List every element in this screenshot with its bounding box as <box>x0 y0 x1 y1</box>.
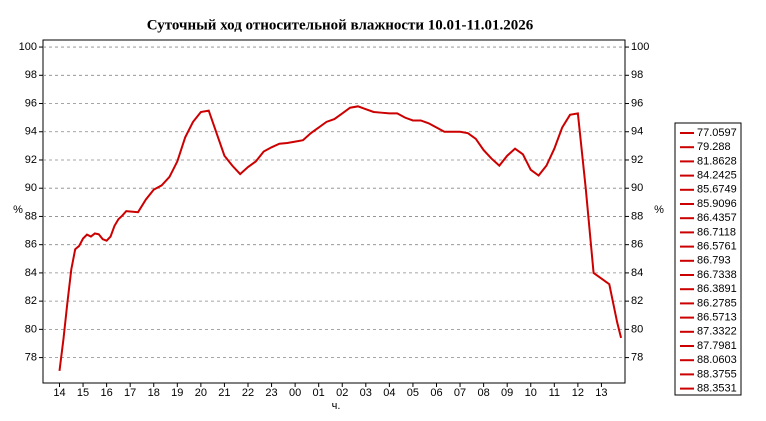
y-tick-label: 92 <box>25 154 37 166</box>
x-tick-label: 09 <box>501 387 513 399</box>
legend-label: 87.7981 <box>697 340 737 352</box>
legend-label: 86.7338 <box>697 269 737 281</box>
y-tick-label: 94 <box>25 126 37 138</box>
y2-tick-label: 88 <box>631 210 643 222</box>
legend-label: 86.2785 <box>697 297 737 309</box>
legend-label: 81.8628 <box>697 155 737 167</box>
x-tick-label: 16 <box>100 387 112 399</box>
legend-label: 86.3891 <box>697 283 737 295</box>
x-tick-label: 17 <box>124 387 136 399</box>
x-tick-label: 06 <box>430 387 442 399</box>
y2-tick-label: 82 <box>631 295 643 307</box>
y2-tick-label: 100 <box>631 41 649 53</box>
y-tick-label: 80 <box>25 323 37 335</box>
x-tick-label: 07 <box>454 387 466 399</box>
y2-tick-label: 94 <box>631 126 643 138</box>
y2-tick-label: 90 <box>631 182 643 194</box>
x-tick-label: 18 <box>148 387 160 399</box>
x-tick-label: 11 <box>549 387 560 399</box>
x-tick-label: 19 <box>171 387 183 399</box>
x-tick-label: 05 <box>407 387 419 399</box>
data-line <box>58 105 623 371</box>
y-tick-label: 88 <box>25 210 37 222</box>
y2-tick-label: 92 <box>631 154 643 166</box>
y2-tick-label: 86 <box>631 239 643 251</box>
y2-tick-label: 84 <box>631 267 643 279</box>
y-tick-label: 96 <box>25 97 37 109</box>
legend-label: 86.4357 <box>697 212 737 224</box>
legend-label: 85.9096 <box>697 198 737 210</box>
plot-area <box>42 39 626 384</box>
x-tick-label: 23 <box>265 387 277 399</box>
y-tick-label: 82 <box>25 295 37 307</box>
y2-tick-label: 96 <box>631 97 643 109</box>
x-tick-label: 02 <box>336 387 348 399</box>
x-tick-label: 15 <box>77 387 89 399</box>
chart-title: Суточный ход относительной влажности 10.… <box>147 17 534 33</box>
y-tick-label: 100 <box>19 41 37 53</box>
x-tick-label: 01 <box>313 387 325 399</box>
x-tick-label: 04 <box>383 387 395 399</box>
y2-tick-label: 80 <box>631 323 643 335</box>
legend-box <box>674 122 742 396</box>
y-tick-label: 90 <box>25 182 37 194</box>
x-tick-label: 12 <box>572 387 584 399</box>
legend-label: 79.288 <box>697 141 731 153</box>
legend-label: 88.3531 <box>697 383 737 395</box>
x-tick-label: 00 <box>289 387 301 399</box>
legend-label: 86.5713 <box>697 312 737 324</box>
x-tick-label: 03 <box>360 387 372 399</box>
x-tick-label: 22 <box>242 387 254 399</box>
legend-label: 86.5761 <box>697 241 737 253</box>
legend-label: 88.0603 <box>697 354 737 366</box>
legend-label: 87.3322 <box>697 326 737 338</box>
x-tick-label: 20 <box>195 387 207 399</box>
legend-label: 86.793 <box>697 255 731 267</box>
y-tick-label: 78 <box>25 351 37 363</box>
y2-tick-label: 98 <box>631 69 643 81</box>
legend-label: 85.6749 <box>697 184 737 196</box>
y-tick-label: 86 <box>25 239 37 251</box>
x-tick-label: 10 <box>525 387 537 399</box>
y-tick-label: 84 <box>25 267 37 279</box>
x-tick-label: 21 <box>218 387 230 399</box>
y2-axis-label: % <box>654 204 664 216</box>
x-axis-label: ч. <box>332 400 341 412</box>
legend-label: 88.3755 <box>697 368 737 380</box>
legend-label: 84.2425 <box>697 170 737 182</box>
x-tick-label: 13 <box>595 387 607 399</box>
legend-label: 86.7118 <box>697 226 736 238</box>
x-tick-label: 08 <box>477 387 489 399</box>
y-axis-label: % <box>13 204 23 216</box>
legend-label: 77.0597 <box>697 127 737 139</box>
x-tick-label: 14 <box>53 387 65 399</box>
y-tick-label: 98 <box>25 69 37 81</box>
y2-tick-label: 78 <box>631 351 643 363</box>
